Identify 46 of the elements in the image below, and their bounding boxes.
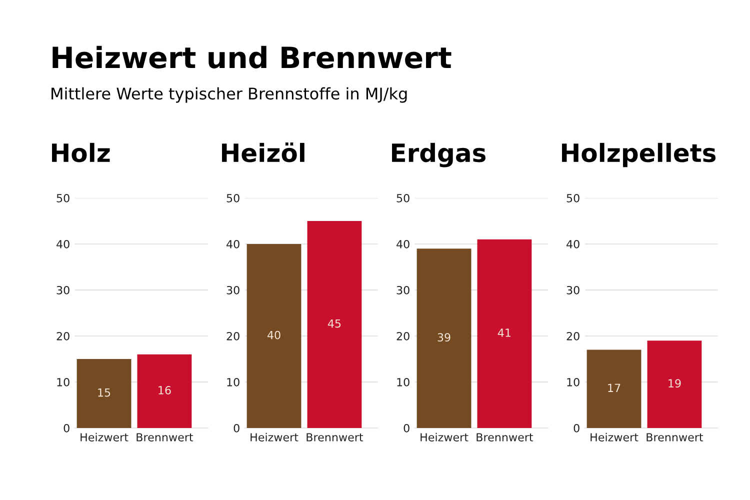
x-tick-label: Heizwert xyxy=(250,432,298,442)
data-label: 40 xyxy=(267,330,280,340)
chart-title: Holzpellets xyxy=(562,142,716,168)
y-tick-label: 50 xyxy=(396,194,410,202)
data-label: 15 xyxy=(98,388,110,397)
y-tick-label: 0 xyxy=(404,424,410,432)
y-tick-label: 10 xyxy=(397,378,410,386)
y-tick-label: 10 xyxy=(57,378,70,386)
y-tick-label: 20 xyxy=(56,332,70,340)
data-label: 16 xyxy=(158,386,171,394)
y-tick-label: 0 xyxy=(64,424,70,432)
y-tick-label: 20 xyxy=(396,332,410,340)
y-tick-label: 10 xyxy=(567,378,580,386)
y-tick-label: 0 xyxy=(234,424,240,432)
y-tick-label: 30 xyxy=(226,286,240,294)
y-tick-label: 30 xyxy=(396,286,410,294)
data-label: 19 xyxy=(668,379,681,388)
x-tick-label: Heizwert xyxy=(80,432,128,442)
x-tick-label: Brennwert xyxy=(646,433,704,442)
y-tick-label: 40 xyxy=(566,240,580,248)
y-tick-label: 40 xyxy=(56,240,70,248)
data-label: 17 xyxy=(608,384,620,392)
data-label: 45 xyxy=(328,319,341,328)
y-tick-label: 20 xyxy=(566,332,580,340)
chart-title: Holz xyxy=(52,142,110,162)
chart-title: Heizöl xyxy=(222,142,304,162)
x-tick-label: Heizwert xyxy=(590,432,638,442)
text: Mittlere Werte typischer Brennstoffe in MJ/kg xyxy=(52,87,407,103)
data-label: 39 xyxy=(438,333,450,342)
x-tick-label: Brennwert xyxy=(476,433,534,442)
y-tick-label: 30 xyxy=(56,286,70,294)
text: Heizwert und Brennwert xyxy=(52,46,452,68)
y-tick-label: 30 xyxy=(566,286,580,294)
x-tick-label: Brennwert xyxy=(136,433,194,442)
y-tick-label: 20 xyxy=(226,332,240,340)
x-tick-label: Brennwert xyxy=(306,433,364,442)
y-tick-label: 40 xyxy=(396,240,410,248)
y-tick-label: 10 xyxy=(227,378,240,386)
x-tick-label: Heizwert xyxy=(420,432,468,442)
chart-title: Erdgas xyxy=(392,142,486,168)
y-tick-label: 50 xyxy=(56,194,70,202)
y-tick-label: 40 xyxy=(226,240,240,248)
y-tick-label: 0 xyxy=(574,424,580,432)
y-tick-label: 50 xyxy=(566,194,580,202)
data-label: 41 xyxy=(498,328,511,337)
y-tick-label: 50 xyxy=(226,194,240,202)
